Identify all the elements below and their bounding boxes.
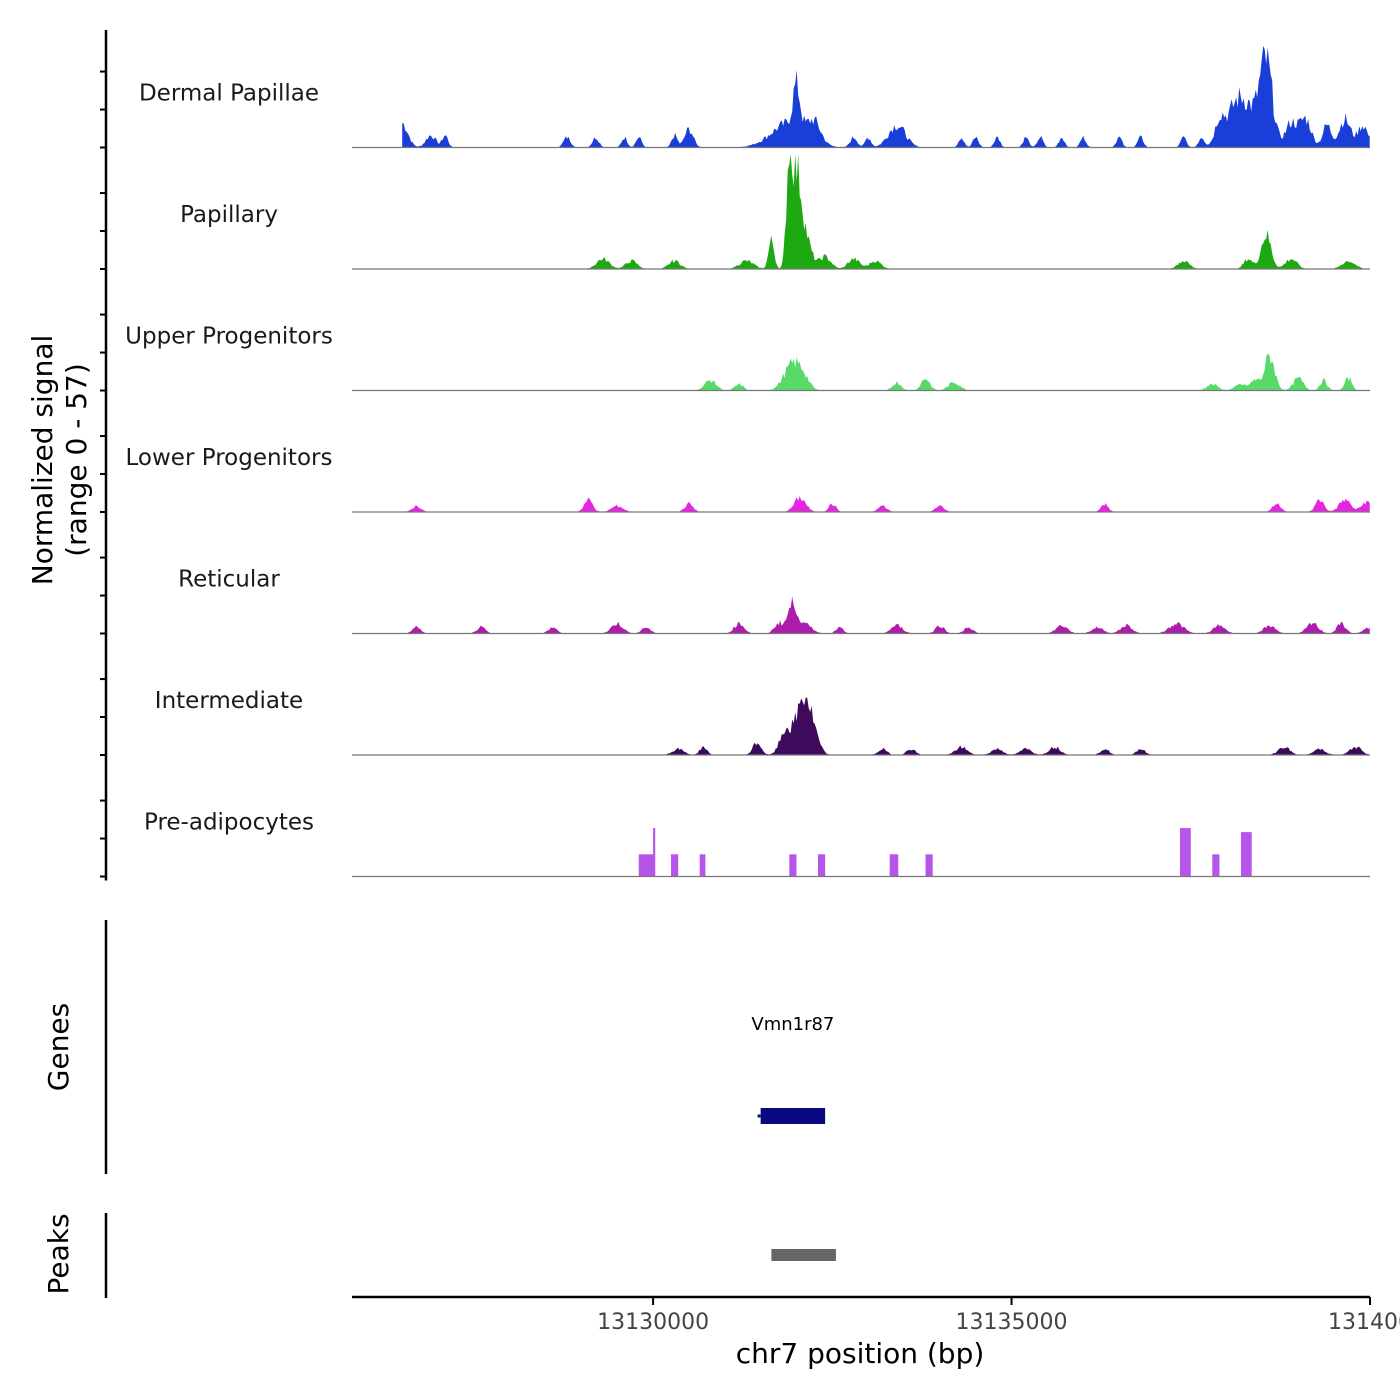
signal-block — [699, 854, 706, 877]
signal-block — [671, 854, 679, 877]
peak-region — [771, 1249, 836, 1261]
track-reticular: Reticular — [178, 567, 1370, 635]
signal-y-axis — [100, 30, 108, 881]
signal-area — [402, 496, 1370, 512]
track-label: Papillary — [180, 202, 278, 228]
y-axis-label-line2: (range 0 - 57) — [60, 363, 93, 557]
track-intermediate: Intermediate — [155, 688, 1370, 756]
track-label: Intermediate — [155, 688, 303, 714]
x-axis-ticks: 13130000 13135000 131400 — [597, 1297, 1400, 1335]
peaks-panel-label: Peaks — [42, 1213, 75, 1294]
x-axis-label: chr7 position (bp) — [736, 1337, 985, 1370]
signal-area — [402, 45, 1370, 148]
signal-block — [817, 854, 826, 877]
coverage-tracks: Dermal Papillae Papillary Upper Progenitor… — [125, 45, 1370, 878]
gene-label: Vmn1r87 — [751, 1014, 834, 1035]
gene-annotations: Vmn1r87 — [751, 1014, 834, 1124]
track-pre-adipocytes: Pre-adipocytes — [144, 810, 1370, 878]
track-label: Lower Progenitors — [126, 445, 333, 471]
track-label: Upper Progenitors — [125, 324, 333, 350]
track-upper-progenitors: Upper Progenitors — [125, 324, 1370, 392]
signal-block — [1180, 828, 1191, 877]
genes-panel-label: Genes — [42, 1003, 75, 1091]
signal-area — [402, 154, 1370, 269]
track-label: Dermal Papillae — [139, 81, 319, 107]
x-tick-label: 131400 — [1328, 1310, 1400, 1335]
y-axis-label-line1: Normalized signal — [26, 335, 59, 586]
signal-block — [1240, 832, 1252, 877]
track-dermal-papillae: Dermal Papillae — [139, 45, 1370, 149]
signal-block — [638, 854, 655, 877]
signal-block — [925, 854, 933, 877]
gene-body — [760, 1108, 826, 1124]
track-papillary: Papillary — [180, 154, 1370, 270]
signal-area — [402, 697, 1370, 755]
signal-area — [402, 596, 1370, 634]
x-tick-label: 13135000 — [956, 1310, 1068, 1335]
signal-area — [402, 353, 1370, 391]
signal-block — [1212, 854, 1220, 877]
signal-block — [789, 854, 797, 877]
track-label: Reticular — [178, 567, 280, 593]
signal-block — [889, 854, 899, 877]
track-lower-progenitors: Lower Progenitors — [126, 445, 1370, 513]
peak-regions — [771, 1249, 836, 1261]
track-label: Pre-adipocytes — [144, 810, 314, 836]
signal-block — [653, 828, 656, 877]
x-tick-label: 13130000 — [597, 1310, 709, 1335]
